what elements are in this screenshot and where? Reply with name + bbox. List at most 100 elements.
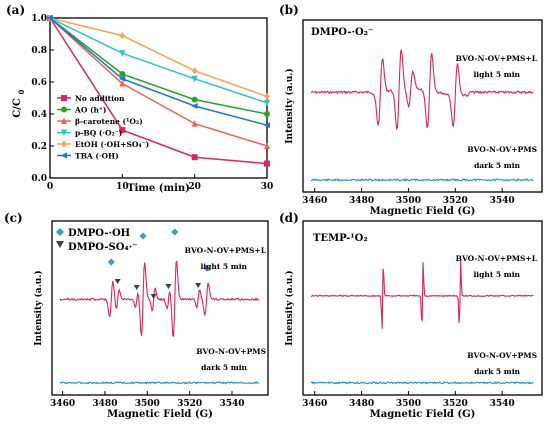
x-axis-label: Magnetic Field (G) [370,409,476,420]
data-point [119,127,126,133]
condition-label-dark: dark 5 min [201,363,247,372]
series-label-light: BVO-N-OV+PMS+L [456,54,538,63]
data-point [191,75,198,83]
x-tick-label: 3500 [396,399,421,409]
series-label-light: BVO-N-OV+PMS+L [456,254,538,263]
so4-peak-marker [114,279,121,284]
data-point [191,103,198,109]
x-tick-label: 3500 [135,399,160,409]
legend: DMPO-·OH DMPO-SO₄·⁻ [56,228,138,253]
so4-peak-marker [195,283,202,288]
x-axis-label: Magnetic Field (G) [107,409,213,420]
legend-entry: AO (h⁺) [74,106,106,115]
data-point [191,96,198,103]
so4-peak-marker [150,294,157,299]
data-point [264,160,270,167]
series-line-dark [59,381,260,385]
data-point [264,111,270,117]
x-tick-label: 3480 [349,196,374,206]
legend-entry: p-BQ (·O₂⁻) [75,129,122,138]
legend-entry: EtOH (·OH+SO₄⁻) [75,140,149,149]
panel-label: (b) [279,3,299,17]
data-point [61,106,67,113]
data-point [119,50,126,57]
series-line [49,17,268,98]
x-tick-label: 3540 [490,196,515,206]
y-axis-label: Intensity (a.u.) [33,270,44,345]
plot-frame [302,19,543,193]
y-axis-label: C/C [12,98,23,118]
data-point [61,140,67,148]
y-axis-label-subscript: 0 [17,89,26,94]
data-point [61,117,67,124]
series-label-dark: BVO-N-OV+PMS [467,145,537,154]
x-tick-label: 3500 [396,196,421,206]
data-point [263,122,270,129]
data-point [61,129,67,136]
x-tick-label: 3480 [92,399,117,409]
data-point [61,95,67,101]
y-axis-label: Intensity (a.u.) [284,68,295,143]
series-line-light [310,259,534,329]
oh-peak-marker [107,258,115,266]
legend-marker-so4 [56,241,64,248]
x-tick-label: 3520 [443,399,468,409]
panel-b: 3460 3480 3500 3520 3540 Magnetic Field (G) In… [279,3,543,217]
legend-marker-oh [56,228,64,236]
data-point [191,67,198,75]
series-line [49,17,268,165]
y-axis-label: Intensity (a.u.) [284,270,295,345]
x-tick-label: 3540 [219,399,244,409]
oh-peak-marker [203,264,211,272]
x-tick-label: 3460 [302,196,327,206]
panel-d: 3460 3480 3500 3520 3540 Magnetic Field (G) In… [279,211,543,420]
series-line [49,17,268,147]
condition-label-light: light 5 min [200,262,247,271]
panel-a: 0 10 20 30 0.0 0.2 0.4 0.6 0.8 1.0 Time (min) C/C 0 (… [6,3,273,194]
condition-label-light: light 5 min [473,270,520,279]
x-tick-label: 3480 [349,399,374,409]
data-point [118,75,126,82]
oh-peak-marker [139,232,147,240]
y-tick-label: 0.0 [31,174,47,184]
oh-peak-marker [171,228,179,236]
series-line [49,17,268,115]
y-tick-label: 0.4 [31,110,47,120]
so4-peak-marker [165,284,172,289]
condition-label-light: light 5 min [473,70,520,79]
x-tick-label: 20 [188,182,201,192]
x-tick-label: 30 [261,182,274,192]
series-line-dark [310,177,534,182]
y-tick-label: 0.6 [31,78,47,88]
plot-frame [302,220,543,396]
plot-frame [51,220,269,396]
x-tick-label: 10 [116,182,129,192]
panel-label: (d) [279,211,299,225]
data-point [264,142,270,149]
data-point [60,152,67,159]
legend-entry: TBA (·OH) [75,152,119,161]
y-tick-label: 1.0 [31,14,47,24]
legend-entry-oh: DMPO-·OH [68,228,130,239]
series-label-dark: BVO-N-OV+PMS [467,351,537,360]
series-line-dark [310,381,534,385]
chart-title: TEMP-¹O₂ [313,233,368,244]
x-tick-label: 3460 [50,399,75,409]
x-tick-label: 3460 [302,399,327,409]
panel-label: (c) [4,211,23,225]
legend-entry-so4: DMPO-SO₄·⁻ [68,242,138,253]
data-point [264,92,270,100]
panel-c: 3460 3480 3500 3520 3540 Magnetic Field (G) In… [4,211,269,420]
data-point [119,71,126,77]
series-label-light: BVO-N-OV+PMS+L [185,246,267,255]
legend: No addition AO (h⁺) β-carotene (¹O₂) p-BQ (… [57,94,149,161]
data-point [264,99,270,107]
y-tick-label: 0.8 [31,46,47,56]
legend-entry: No addition [75,94,125,103]
so4-peak-marker [133,285,140,290]
data-point [119,32,126,40]
series-line [49,17,268,126]
x-tick-label: 3520 [443,196,468,206]
condition-label-dark: dark 5 min [474,367,520,376]
